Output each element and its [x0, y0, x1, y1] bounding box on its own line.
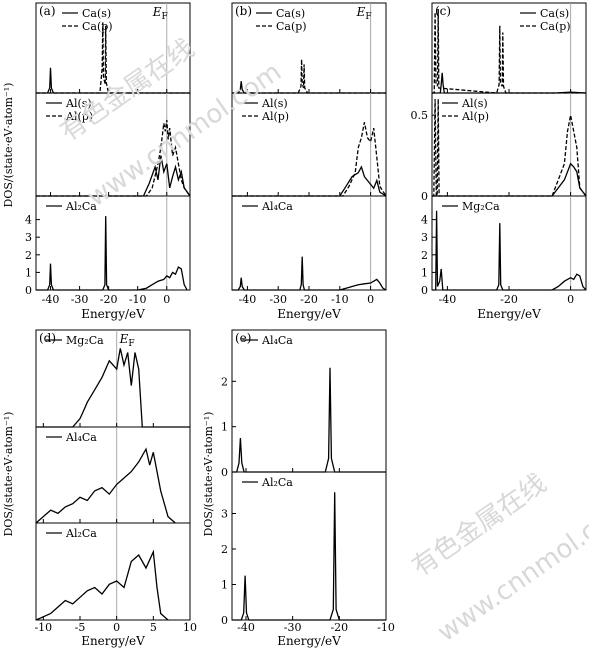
x-tick-label: 0 — [567, 293, 574, 306]
legend-label: Al₄Ca — [261, 334, 293, 347]
y-tick-label: 4 — [421, 214, 428, 227]
y-tick-label: 1 — [25, 266, 32, 279]
y-axis-label: DOS/(state·eV·atom⁻¹) — [2, 83, 15, 208]
x-tick-label: -10 — [129, 293, 147, 306]
y-axis-label: DOS/(state·eV·atom⁻¹) — [2, 412, 15, 537]
legend-label: Mg₂Ca — [462, 200, 500, 213]
legend-label: Ca(s) — [82, 7, 111, 20]
subplot-frame — [432, 196, 586, 290]
legend-label: Al₂Ca — [65, 527, 97, 540]
subplot-frame — [232, 196, 386, 290]
fermi-label: EF — [119, 332, 135, 349]
subplot-frame — [36, 330, 190, 427]
x-tick-label: -30 — [284, 621, 302, 634]
y-tick-label: 0.5 — [411, 109, 429, 122]
subplot-frame — [232, 93, 386, 196]
x-tick-label: -30 — [269, 293, 287, 306]
series-line-b-1-0 — [232, 167, 386, 196]
panel-label: (c) — [435, 4, 451, 18]
series-line-b-1-1 — [232, 122, 386, 196]
legend-label: Ca(s) — [540, 7, 569, 20]
y-tick-label: 0 — [25, 284, 32, 297]
x-tick-label: -40 — [237, 621, 255, 634]
legend-label: Ca(s) — [276, 7, 305, 20]
series-line-e-0-0 — [232, 368, 386, 472]
y-tick-label: 0 — [221, 466, 228, 479]
legend-label: Al₄Ca — [65, 431, 97, 444]
y-tick-label: 4 — [25, 214, 32, 227]
y-tick-label: 2 — [25, 249, 32, 262]
series-line-e-1-0 — [232, 492, 386, 620]
y-tick-label: 0 — [421, 190, 428, 203]
x-tick-label: 0 — [367, 293, 374, 306]
y-tick-label: 2 — [221, 375, 228, 388]
y-tick-label: 3 — [25, 231, 32, 244]
y-tick-label: 0 — [221, 614, 228, 627]
legend-label: Al(p) — [461, 110, 489, 123]
x-tick-label: -20 — [500, 293, 518, 306]
x-tick-label: -40 — [439, 293, 457, 306]
legend-label: Al₂Ca — [261, 476, 293, 489]
y-axis-label: DOS/(state·eV·atom⁻¹) — [202, 412, 215, 537]
panel-label: (a) — [39, 4, 56, 18]
x-tick-label: 0 — [163, 293, 170, 306]
legend-label: Al(s) — [65, 97, 92, 110]
series-line-c-2-0 — [432, 211, 586, 290]
x-tick-label: -40 — [42, 293, 60, 306]
y-tick-label: 2 — [421, 249, 428, 262]
series-line-d-0-0 — [36, 348, 190, 427]
x-tick-label: -30 — [71, 293, 89, 306]
series-line-d-1-0 — [36, 449, 175, 523]
fermi-label: EF — [152, 5, 168, 22]
y-tick-label: 3 — [221, 508, 228, 521]
x-axis-label: Energy/eV — [81, 634, 145, 648]
subplot-frame — [36, 427, 190, 523]
x-tick-label: 5 — [150, 621, 157, 634]
legend-label: Al₄Ca — [261, 200, 293, 213]
x-tick-label: -10 — [377, 621, 395, 634]
series-line-c-1-0 — [432, 164, 586, 196]
x-axis-label: Energy/eV — [277, 307, 341, 321]
panel-label: (e) — [235, 331, 251, 345]
x-tick-label: 0 — [113, 621, 120, 634]
y-tick-label: 1 — [221, 579, 228, 592]
y-tick-label: 2 — [221, 543, 228, 556]
series-line-a-2-0 — [36, 216, 187, 290]
x-tick-label: -20 — [300, 293, 318, 306]
y-tick-label: 3 — [421, 231, 428, 244]
panel-label: (b) — [235, 4, 252, 18]
x-axis-label: Energy/eV — [81, 307, 145, 321]
y-tick-label: 1 — [221, 421, 228, 434]
legend-label: Al(s) — [261, 97, 288, 110]
subplot-frame — [232, 472, 386, 620]
legend-label: Ca(p) — [82, 20, 113, 33]
series-line-b-0-1 — [232, 59, 386, 93]
legend-label: Ca(p) — [540, 20, 571, 33]
fermi-label: EF — [356, 5, 372, 22]
legend-label: Al(s) — [461, 97, 488, 110]
y-tick-label: 0 — [421, 284, 428, 297]
legend-label: Al(p) — [65, 110, 93, 123]
series-line-d-2-0 — [36, 552, 168, 620]
x-tick-label: 10 — [183, 621, 197, 634]
x-tick-label: -10 — [34, 621, 52, 634]
legend-label: Al(p) — [261, 110, 289, 123]
x-axis-label: Energy/eV — [277, 634, 341, 648]
x-tick-label: -20 — [100, 293, 118, 306]
x-tick-label: -40 — [239, 293, 257, 306]
x-tick-label: -20 — [330, 621, 348, 634]
x-tick-label: -10 — [331, 293, 349, 306]
legend-label: Mg₂Ca — [66, 334, 104, 347]
subplot-frame — [432, 93, 586, 196]
x-tick-label: -5 — [75, 621, 86, 634]
y-tick-label: 1 — [421, 266, 428, 279]
subplot-frame — [232, 330, 386, 472]
legend-label: Al₂Ca — [65, 200, 97, 213]
legend-label: Ca(p) — [276, 20, 307, 33]
series-line-b-2-0 — [232, 257, 386, 290]
panel-label: (d) — [39, 331, 56, 345]
x-axis-label: Energy/eV — [477, 307, 541, 321]
